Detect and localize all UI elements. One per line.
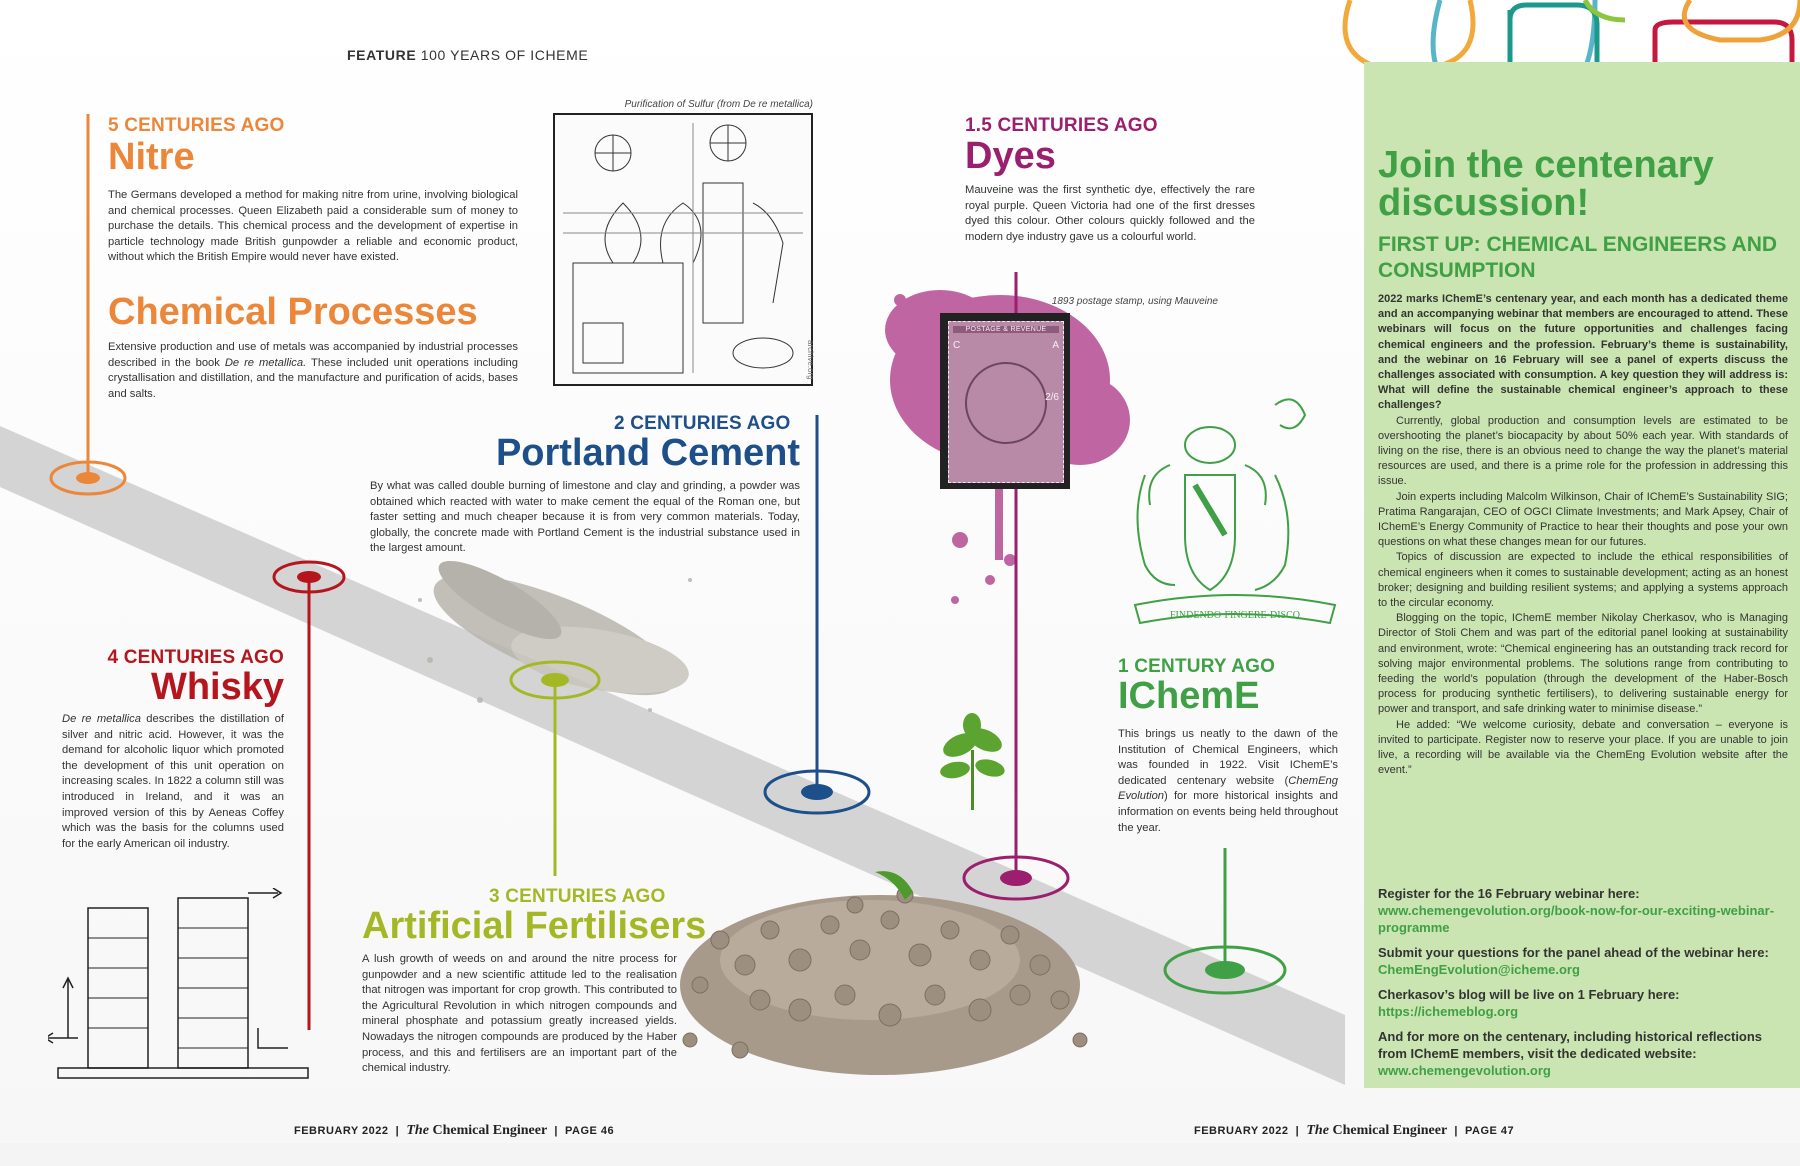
icheme-body-text: This brings us neatly to the dawn of the… bbox=[1118, 728, 1338, 787]
pin-fertilisers bbox=[509, 660, 601, 876]
header-section: FEATURE bbox=[347, 47, 417, 63]
whisky-body: De re metallica describes the distillati… bbox=[62, 712, 284, 852]
sidebar-paragraph: Join experts including Malcolm Wilkinson… bbox=[1378, 490, 1788, 549]
whisky-book-title: De re metallica bbox=[62, 713, 141, 725]
sidebar-link-label: And for more on the centenary, including… bbox=[1378, 1029, 1763, 1061]
stamp-caption: 1893 postage stamp, using Mauveine bbox=[1051, 296, 1218, 307]
sidebar-link-item: Submit your questions for the panel ahea… bbox=[1378, 944, 1788, 978]
icheme-crest-image: FINDENDO·FINGERE·DISCO bbox=[1133, 398, 1337, 625]
icheme-kicker: 1 CENTURY AGO bbox=[1118, 656, 1276, 677]
sidebar-paragraph: He added: “We welcome curiosity, debate … bbox=[1378, 718, 1788, 777]
blog-link[interactable]: https://ichemeblog.org bbox=[1378, 1004, 1519, 1019]
postage-stamp-image: POSTAGE & REVENUE C A 2/6 bbox=[940, 313, 1070, 489]
icheme-body: This brings us neatly to the dawn of the… bbox=[1118, 727, 1338, 836]
nitre-headline: Nitre bbox=[108, 136, 195, 178]
sidebar-paragraph: Topics of discussion are expected to inc… bbox=[1378, 551, 1788, 610]
sidebar-link-item: Cherkasov’s blog will be live on 1 Febru… bbox=[1378, 986, 1788, 1020]
nitre-kicker: 5 CENTURIES AGO bbox=[108, 115, 285, 136]
woodcut-credit: archive.org bbox=[806, 340, 815, 380]
whisky-body-text: describes the distillation of silver and… bbox=[62, 713, 284, 850]
plant-sprout-image bbox=[940, 713, 1005, 810]
processes-body-text: Extensive production and use of metals w… bbox=[108, 341, 518, 369]
sidebar-subtitle: FIRST UP: CHEMICAL ENGINEERS AND CONSUMP… bbox=[1378, 233, 1778, 282]
header-title: 100 YEARS OF ICHEME bbox=[420, 47, 589, 63]
centenary-sidebar bbox=[1364, 62, 1800, 1088]
centenary-website-link[interactable]: www.chemengevolution.org bbox=[1378, 1063, 1551, 1078]
footer-left: FEBRUARY 2022 | The Chemical Engineer | … bbox=[294, 1123, 615, 1138]
sidebar-link-item: Register for the 16 February webinar her… bbox=[1378, 885, 1788, 936]
fertilisers-body: A lush growth of weeds on and around the… bbox=[362, 953, 677, 1075]
sidebar-title: Join the centenary discussion! bbox=[1378, 144, 1714, 224]
stamp-left-letter: C bbox=[953, 340, 961, 351]
pin-nitre bbox=[49, 114, 127, 496]
dyes-body: Mauveine was the first synthetic dye, ef… bbox=[965, 184, 1255, 243]
fertilisers-kicker: 3 CENTURIES AGO bbox=[489, 886, 666, 907]
footer-magazine-the: The bbox=[406, 1123, 429, 1138]
woodcut-caption: Purification of Sulfur (from De re metal… bbox=[624, 99, 813, 110]
crest-motto: FINDENDO·FINGERE·DISCO bbox=[1170, 610, 1300, 621]
pin-cement bbox=[763, 415, 871, 815]
icheme-body-text-end: ) for more historical insights and infor… bbox=[1118, 790, 1338, 834]
sidebar-lead: 2022 marks IChemE’s centenary year, and … bbox=[1378, 293, 1788, 412]
stamp-postmark bbox=[965, 362, 1047, 444]
sidebar-body: 2022 marks IChemE’s centenary year, and … bbox=[1378, 292, 1788, 779]
sidebar-link-label: Submit your questions for the panel ahea… bbox=[1378, 945, 1769, 960]
fertilisers-headline: Artificial Fertilisers bbox=[362, 905, 707, 947]
footer-magazine-name: Chemical Engineer bbox=[1332, 1123, 1448, 1138]
cement-kicker: 2 CENTURIES AGO bbox=[614, 413, 791, 434]
footer-magazine-the: The bbox=[1306, 1123, 1329, 1138]
icheme-website-name: ChemEng Evolution bbox=[1118, 774, 1338, 803]
stamp-right-letter: A bbox=[1052, 340, 1059, 351]
processes-book-title: De re metallica. bbox=[224, 356, 307, 369]
sidebar-links: Register for the 16 February webinar her… bbox=[1378, 885, 1788, 1087]
pin-icheme bbox=[1163, 848, 1287, 995]
stamp-top-text: POSTAGE & REVENUE bbox=[953, 326, 1059, 333]
coffey-still-drawing bbox=[48, 888, 309, 1079]
whisky-headline: Whisky bbox=[150, 666, 284, 708]
webinar-booking-link[interactable]: www.chemengevolution.org/book-now-for-ou… bbox=[1378, 903, 1775, 935]
processes-body-text-end: These included unit operations including… bbox=[108, 356, 518, 400]
page-header: FEATURE 100 YEARS OF ICHEME bbox=[347, 47, 588, 63]
sidebar-link-label: Cherkasov’s blog will be live on 1 Febru… bbox=[1378, 987, 1680, 1002]
footer-page-number: PAGE 46 bbox=[565, 1125, 615, 1137]
sidebar-link-label: Register for the 16 February webinar her… bbox=[1378, 886, 1640, 901]
woodcut-illustration bbox=[553, 113, 813, 386]
stamp-value: 2/6 bbox=[1045, 392, 1059, 403]
sidebar-paragraph: Blogging on the topic, IChemE member Nik… bbox=[1378, 612, 1788, 716]
cement-body: By what was called double burning of lim… bbox=[370, 480, 800, 555]
processes-body: Extensive production and use of metals w… bbox=[108, 340, 518, 402]
fertiliser-pellets-image bbox=[680, 871, 1088, 1075]
dyes-kicker: 1.5 CENTURIES AGO bbox=[965, 115, 1158, 136]
sidebar-link-item: And for more on the centenary, including… bbox=[1378, 1028, 1788, 1079]
icheme-headline: IChemE bbox=[1118, 675, 1260, 717]
dyes-headline: Dyes bbox=[965, 135, 1056, 177]
cement-headline: Portland Cement bbox=[495, 432, 800, 474]
footer-date: FEBRUARY 2022 bbox=[1194, 1125, 1289, 1137]
footer-page-number: PAGE 47 bbox=[1465, 1125, 1515, 1137]
sidebar-paragraph: Currently, global production and consump… bbox=[1378, 414, 1788, 488]
footer-right: FEBRUARY 2022 | The Chemical Engineer | … bbox=[1194, 1123, 1515, 1138]
questions-email-link[interactable]: ChemEngEvolution@icheme.org bbox=[1378, 962, 1580, 977]
processes-headline: Chemical Processes bbox=[108, 291, 478, 333]
footer-magazine-name: Chemical Engineer bbox=[432, 1123, 548, 1138]
nitre-body: The Germans developed a method for makin… bbox=[108, 189, 518, 264]
pin-whisky bbox=[272, 560, 346, 1030]
footer-date: FEBRUARY 2022 bbox=[294, 1125, 389, 1137]
whisky-kicker: 4 CENTURIES AGO bbox=[107, 647, 284, 668]
